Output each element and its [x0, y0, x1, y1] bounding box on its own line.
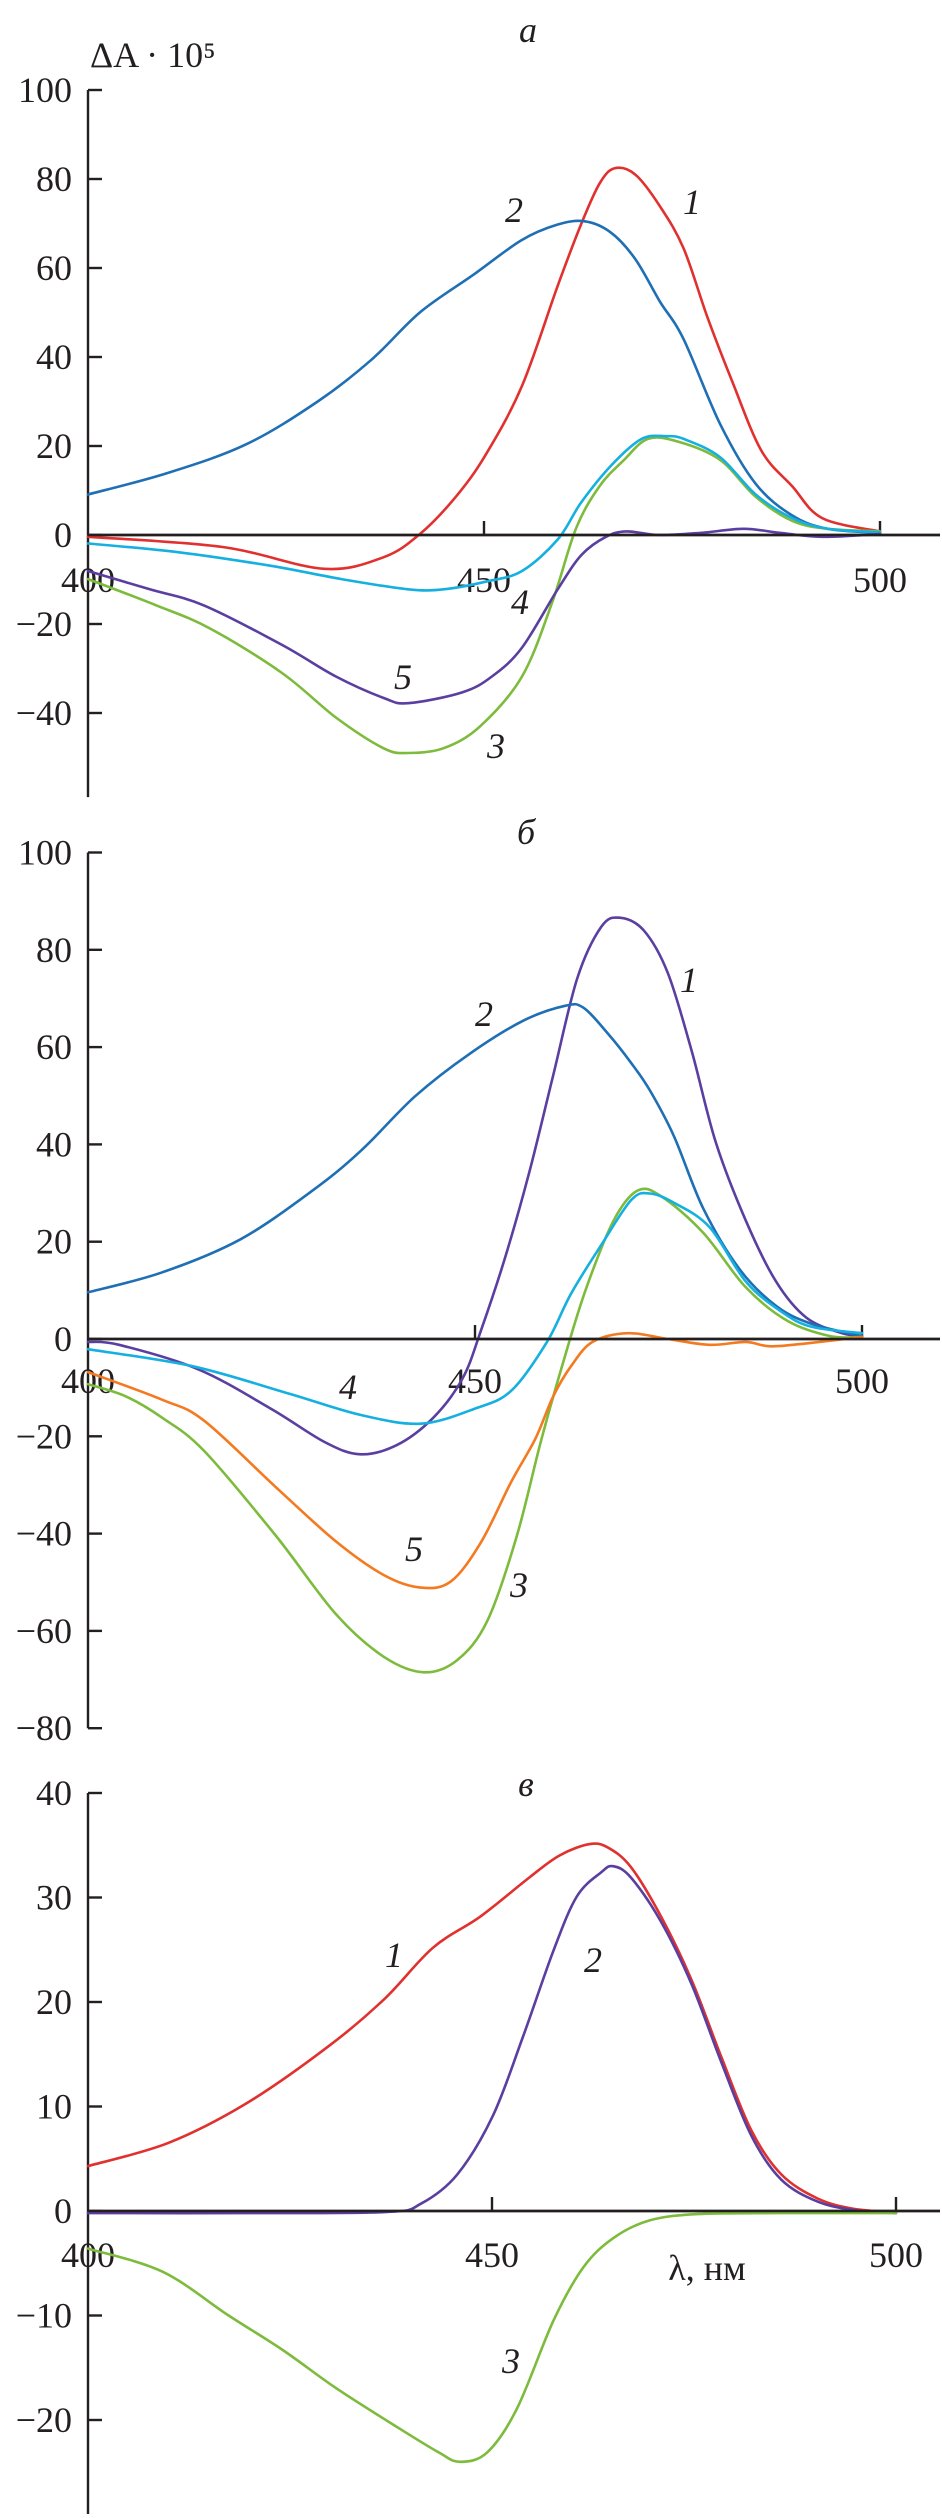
series-3-label: 3 [501, 2341, 520, 2381]
x-tick-label: 500 [853, 560, 907, 600]
series-5-label: 5 [405, 1529, 423, 1569]
y-tick-label: 60 [36, 248, 72, 288]
x-axis-label: λ, нм [668, 2248, 746, 2288]
y-tick-label: −20 [16, 2400, 72, 2440]
series-1-label: 1 [680, 960, 698, 1000]
y-tick-label: 0 [54, 1319, 72, 1359]
series-1-line [86, 916, 864, 1456]
y-tick-label: 20 [36, 1222, 72, 1262]
x-tick-label: 450 [457, 560, 511, 600]
y-tick-label: −10 [16, 2296, 72, 2336]
x-tick-label: 450 [465, 2235, 519, 2275]
y-tick-label: 100 [18, 833, 72, 873]
y-tick-label: −40 [16, 1514, 72, 1554]
y-tick-label: 40 [36, 1124, 72, 1164]
y-tick-label: 40 [36, 1773, 72, 1813]
panel-title: б [517, 812, 537, 852]
y-tick-label: −60 [16, 1611, 72, 1651]
series-3-line [86, 2211, 898, 2464]
series-4-label: 4 [339, 1367, 357, 1407]
x-tick-label: 500 [869, 2235, 923, 2275]
series-4-label: 4 [511, 582, 529, 622]
y-tick-label: −80 [16, 1708, 72, 1748]
y-tick-label: 80 [36, 930, 72, 970]
y-tick-label: 20 [36, 426, 72, 466]
series-1-line [86, 1842, 898, 2214]
series-3-label: 3 [509, 1565, 528, 1605]
panel-title: в [518, 1764, 534, 1804]
series-2-label: 2 [584, 1940, 602, 1980]
series-2-label: 2 [475, 994, 493, 1034]
y-tick-label: 0 [54, 515, 72, 555]
y-axis-label: ΔA · 10⁵ [90, 35, 216, 75]
series-2-label: 2 [505, 190, 523, 230]
y-tick-label: 30 [36, 1878, 72, 1918]
series-5-line [86, 1331, 864, 1590]
series-2-line [86, 1002, 864, 1338]
y-tick-label: 40 [36, 337, 72, 377]
series-1-label: 1 [385, 1935, 403, 1975]
panel-2: 100 80 60 40 20 0 −20 −40 −60 −80 400 450 500 б 1 2 3 4 5 [16, 812, 940, 1748]
series-5-label: 5 [394, 657, 412, 697]
panel-3: 40 30 20 10 0 −10 −20 400 450 500 в λ, нм 1 2 3 [16, 1764, 940, 2515]
y-tick-label: −40 [16, 693, 72, 733]
series-1-line [86, 166, 882, 571]
x-tick-label: 450 [448, 1361, 502, 1401]
series-3-label: 3 [486, 726, 505, 766]
y-tick-label: 10 [36, 2087, 72, 2127]
series-2-line [86, 1864, 898, 2215]
y-tick-label: 60 [36, 1027, 72, 1067]
x-tick-label: 400 [61, 2235, 115, 2275]
x-tick-label: 500 [835, 1361, 889, 1401]
series-4-line [86, 1191, 864, 1426]
series-1-label: 1 [683, 182, 701, 222]
y-tick-label: 100 [18, 70, 72, 110]
series-4-line [86, 434, 882, 592]
y-tick-label: 0 [54, 2191, 72, 2231]
series-2-line [86, 219, 882, 535]
panel-title: а [519, 10, 537, 50]
series-3-line [86, 436, 882, 755]
y-tick-label: −20 [16, 1416, 72, 1456]
y-tick-label: −20 [16, 604, 72, 644]
y-tick-label: 80 [36, 159, 72, 199]
x-tick-label: 400 [61, 1361, 115, 1401]
series-3-line [86, 1187, 864, 1674]
series-5-line [86, 527, 882, 705]
y-tick-label: 20 [36, 1982, 72, 2022]
